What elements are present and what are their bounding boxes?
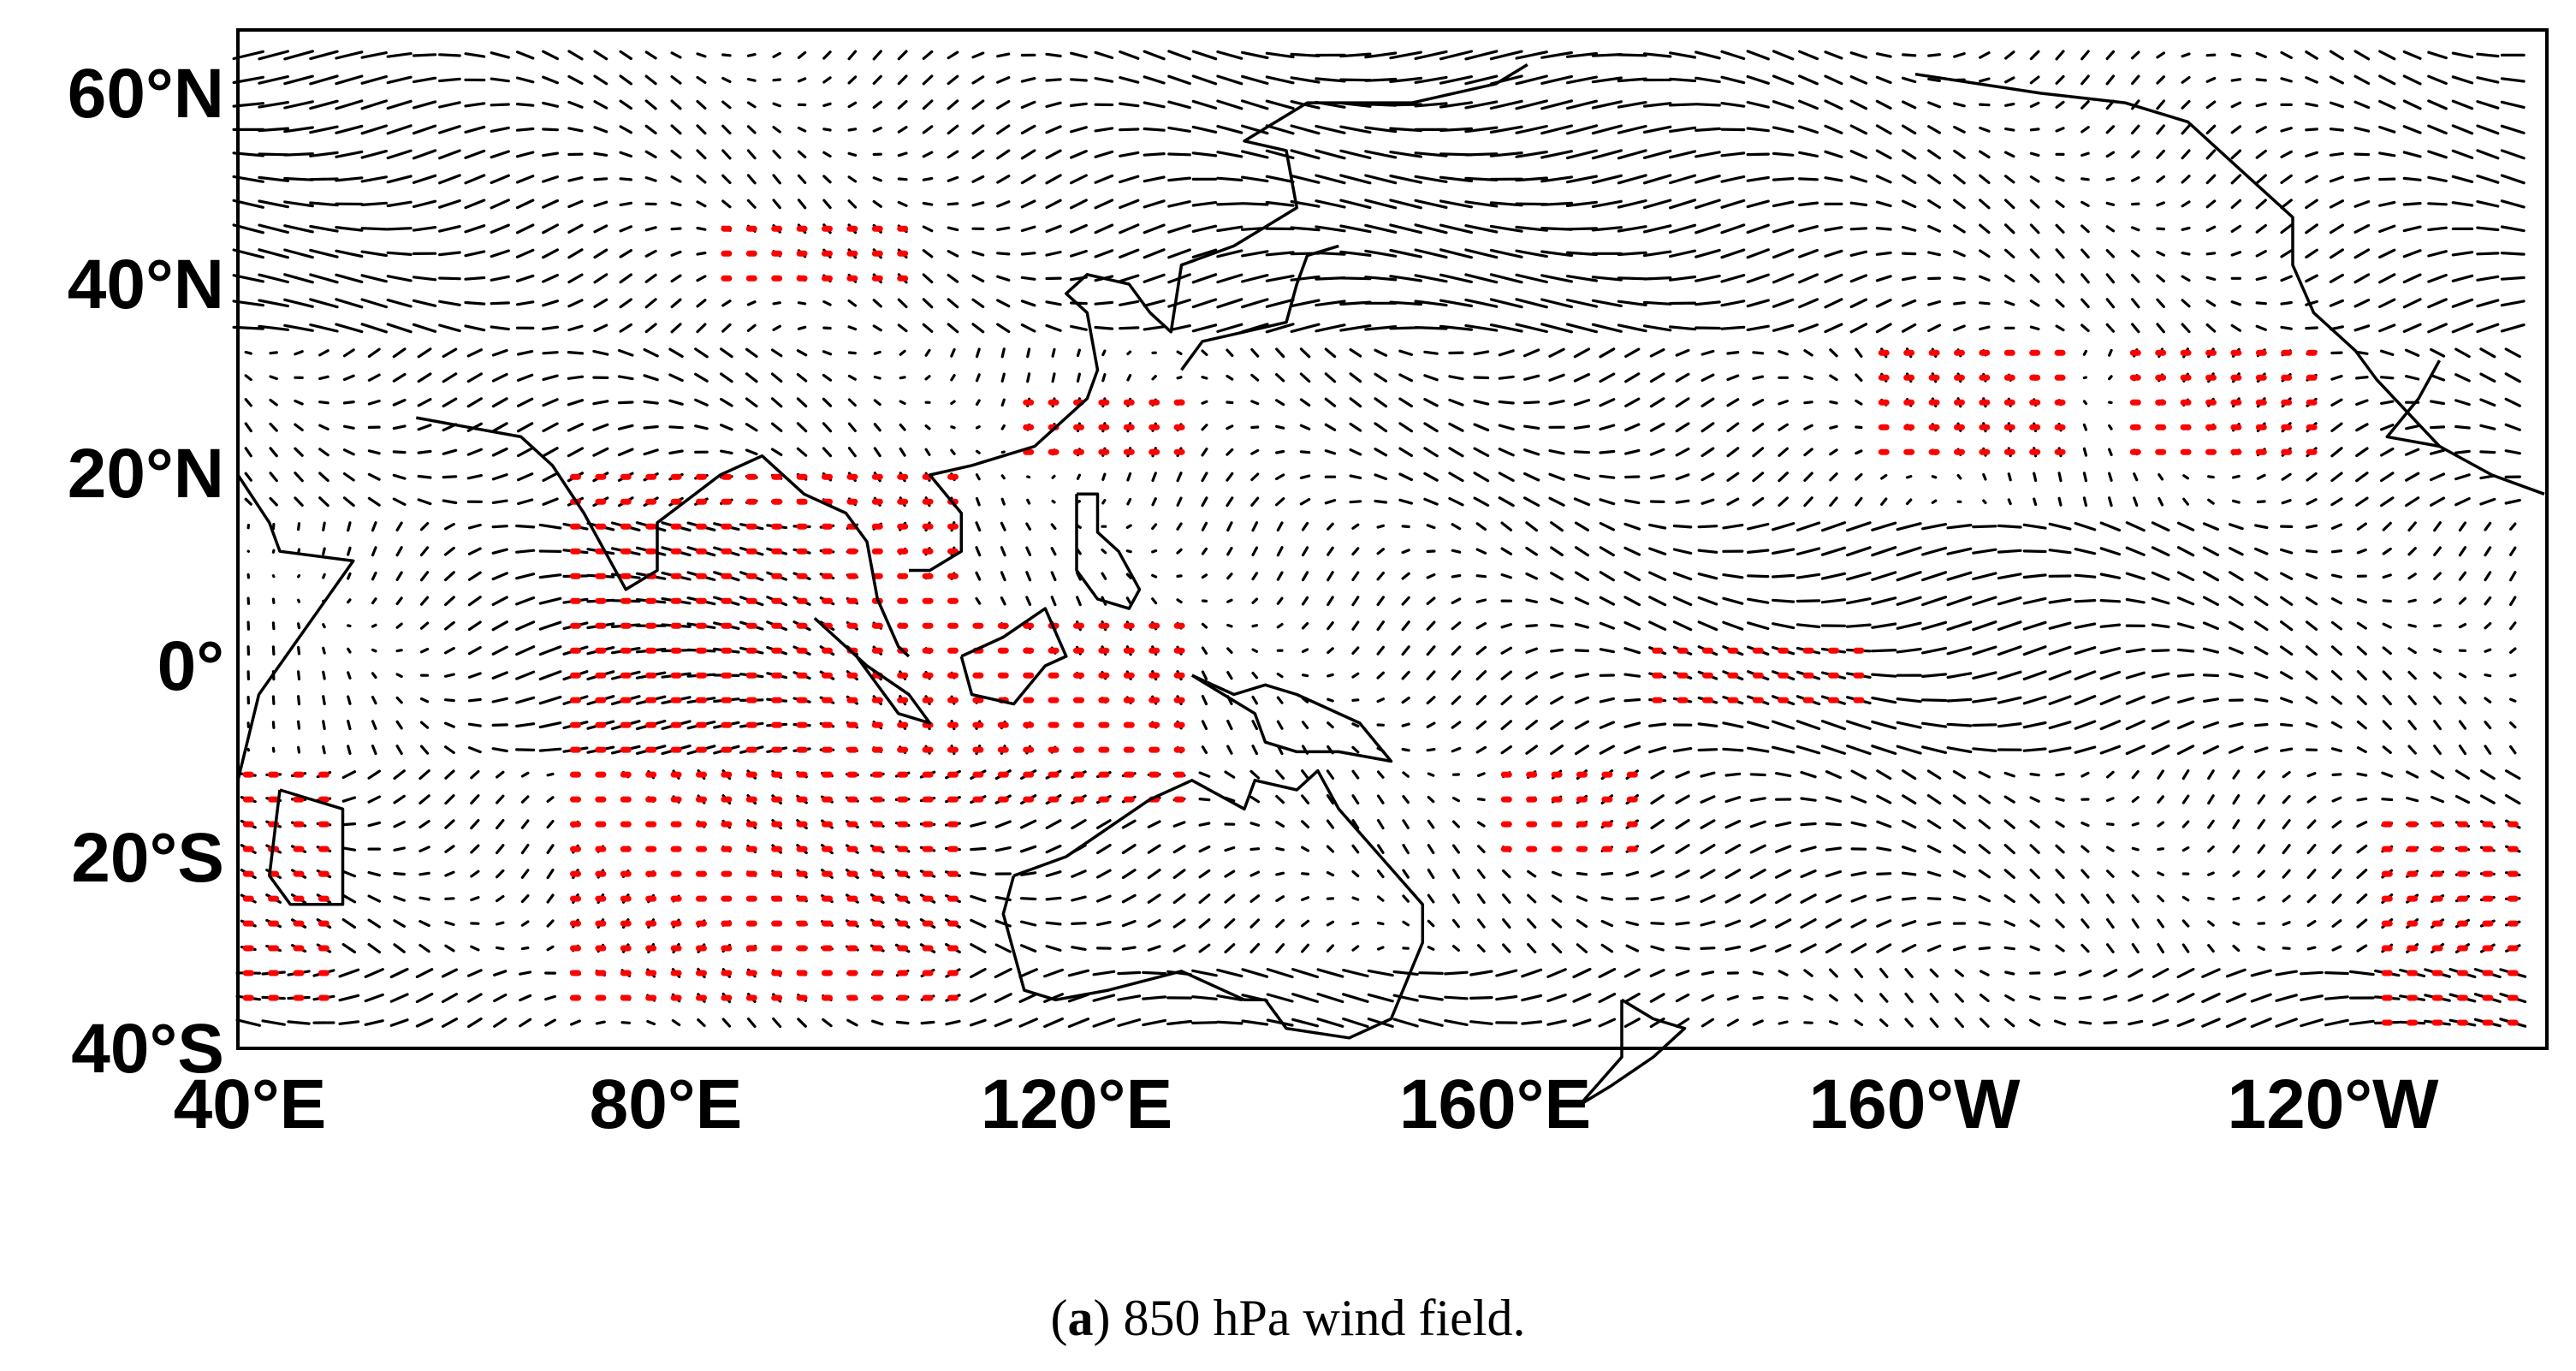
coastline bbox=[1001, 769, 1425, 1040]
x-axis-label: 80°E bbox=[590, 1065, 743, 1143]
significance-dots bbox=[242, 225, 2519, 1026]
coastlines bbox=[236, 63, 2545, 1107]
y-axis-label: 60°N bbox=[68, 55, 224, 133]
x-axis-label: 40°E bbox=[174, 1065, 327, 1143]
map-frame bbox=[236, 28, 2549, 1050]
axis-labels: 60°N 40°N 20°N 0° 20°S 40°S40°E 80°E 120°E 160°E… bbox=[68, 55, 2439, 1143]
caption-label: a bbox=[1068, 1290, 1094, 1346]
y-axis-label: 0° bbox=[157, 627, 224, 705]
x-axis-label: 120°E bbox=[981, 1065, 1172, 1143]
coastline bbox=[959, 607, 1068, 706]
y-axis-label: 20°S bbox=[71, 819, 224, 897]
y-axis-label: 40°S bbox=[71, 1010, 224, 1088]
coastline bbox=[236, 474, 355, 781]
coastline bbox=[1180, 244, 1339, 371]
coastline bbox=[813, 617, 932, 725]
x-axis-label: 120°W bbox=[2227, 1065, 2439, 1143]
caption: (a) 850 hPa wind field. bbox=[1051, 1290, 1526, 1346]
y-axis-label: 40°N bbox=[68, 246, 224, 323]
wind-field bbox=[232, 50, 2527, 1029]
coastline bbox=[415, 416, 911, 658]
coastline bbox=[1075, 492, 1142, 610]
y-axis-label: 20°N bbox=[68, 435, 224, 513]
coastline bbox=[1578, 998, 1687, 1107]
coastline bbox=[909, 63, 1528, 573]
caption-text: ) 850 hPa wind field. bbox=[1094, 1290, 1526, 1346]
x-axis-label: 160°E bbox=[1399, 1065, 1591, 1143]
coastline bbox=[2385, 359, 2442, 448]
x-axis-label: 160°W bbox=[1808, 1065, 2021, 1143]
caption-open: ( bbox=[1051, 1290, 1068, 1346]
coastline bbox=[1190, 674, 1393, 763]
coastline bbox=[268, 788, 345, 906]
